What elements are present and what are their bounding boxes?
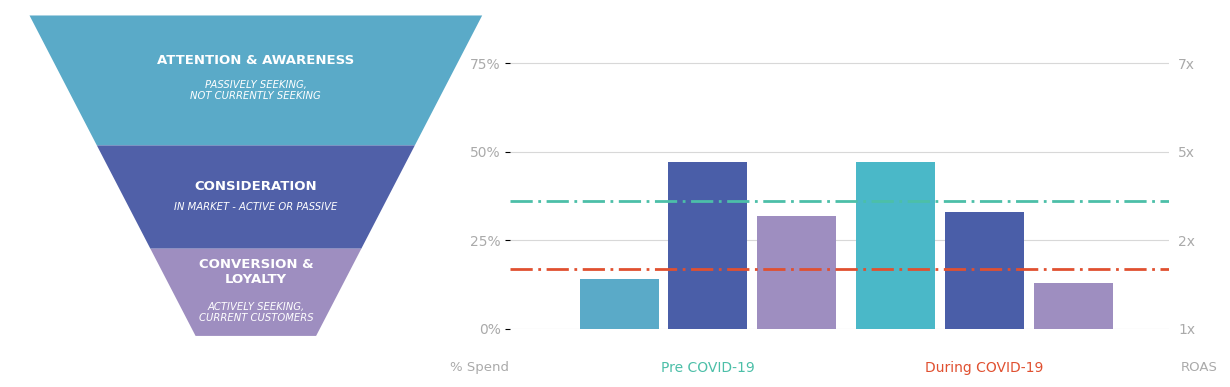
Text: During COVID-19: During COVID-19 (925, 361, 1043, 375)
Text: ATTENTION & AWARENESS: ATTENTION & AWARENESS (157, 54, 354, 67)
Text: % Spend: % Spend (450, 361, 509, 374)
Bar (945, 212, 1023, 329)
Text: IN MARKET - ACTIVE OR PASSIVE: IN MARKET - ACTIVE OR PASSIVE (175, 202, 337, 212)
Bar (668, 163, 748, 329)
Bar (758, 216, 836, 329)
Text: Pre COVID-19: Pre COVID-19 (661, 361, 755, 375)
Text: CONVERSION &
LOYALTY: CONVERSION & LOYALTY (198, 258, 314, 286)
Polygon shape (97, 146, 415, 249)
Polygon shape (150, 249, 362, 336)
Polygon shape (30, 15, 482, 146)
Bar (579, 279, 658, 329)
Bar (1033, 283, 1113, 329)
Text: CONSIDERATION: CONSIDERATION (194, 180, 317, 194)
Text: ACTIVELY SEEKING,
CURRENT CUSTOMERS: ACTIVELY SEEKING, CURRENT CUSTOMERS (198, 301, 314, 323)
Text: ROAS: ROAS (1181, 361, 1218, 374)
Text: PASSIVELY SEEKING,
NOT CURRENTLY SEEKING: PASSIVELY SEEKING, NOT CURRENTLY SEEKING (191, 80, 321, 101)
Bar (856, 163, 935, 329)
